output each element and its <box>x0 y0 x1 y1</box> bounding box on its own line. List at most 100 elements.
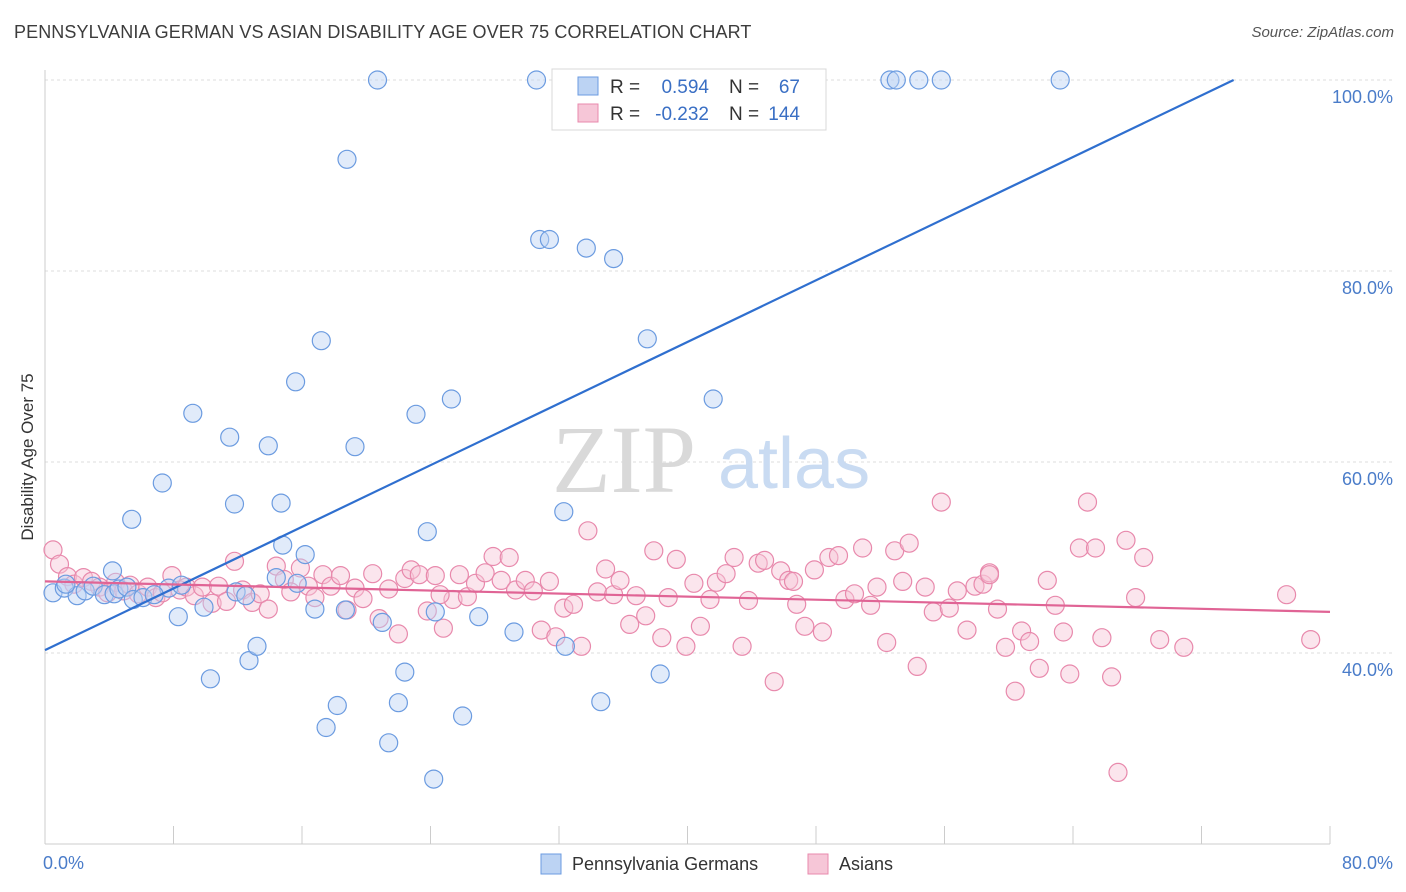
asians-point-54 <box>475 563 495 583</box>
pennsylvania-germans-point-38 <box>424 769 444 789</box>
asians-point-122 <box>1019 631 1040 652</box>
legend-n-value-1: 144 <box>768 104 800 125</box>
pennsylvania-germans-point-53 <box>406 404 426 424</box>
pennsylvania-germans-point-28 <box>555 636 576 656</box>
asians-point-65 <box>563 594 584 614</box>
pennsylvania-germans-point-39 <box>453 706 473 726</box>
asians-point-137 <box>1150 629 1170 650</box>
pennsylvania-germans-point-45 <box>224 494 245 514</box>
pennsylvania-germans-point-46 <box>258 436 278 456</box>
asians-point-56 <box>491 570 511 591</box>
pennsylvania-germans-point-67 <box>886 70 906 90</box>
asians-point-74 <box>636 606 656 626</box>
series-pennsylvania-germans-points <box>43 70 1070 789</box>
asians-point-114 <box>957 620 977 640</box>
bottom-legend-label-asians: Asians <box>839 854 893 874</box>
asians-point-131 <box>1092 628 1112 648</box>
asians-point-71 <box>610 570 630 591</box>
asians-point-115 <box>965 576 985 596</box>
y-tick-labels: 40.0% 60.0% 80.0% 100.0% <box>1332 87 1393 680</box>
asians-point-78 <box>666 549 686 570</box>
pennsylvania-germans-point-50 <box>286 372 306 392</box>
asians-point-94 <box>795 616 815 636</box>
pennsylvania-germans-point-58 <box>554 502 574 522</box>
pennsylvania-germans-point-70 <box>1050 70 1070 90</box>
asians-point-60 <box>523 581 543 601</box>
asians-point-0 <box>43 540 63 560</box>
asians-point-86 <box>732 636 752 656</box>
asians-point-64 <box>554 598 574 618</box>
legend-box: R = 0.594 N = 67 R = -0.232 N = 144 <box>551 68 827 131</box>
asians-point-107 <box>899 533 919 553</box>
pennsylvania-germans-point-47 <box>271 493 291 513</box>
asians-point-134 <box>1116 530 1136 550</box>
pennsylvania-germans-point-68 <box>931 70 951 90</box>
asians-point-100 <box>844 584 865 604</box>
asians-point-81 <box>690 616 711 636</box>
asians-point-101 <box>852 538 873 558</box>
asians-point-87 <box>738 590 759 611</box>
pennsylvania-germans-point-26 <box>469 607 489 627</box>
asians-point-47 <box>417 601 437 621</box>
pennsylvania-germans-point-7 <box>109 579 129 599</box>
pennsylvania-germans-point-41 <box>122 509 142 529</box>
asians-point-138 <box>1174 637 1194 657</box>
pennsylvania-germans-point-24 <box>372 612 392 633</box>
asians-point-116 <box>973 574 993 594</box>
pennsylvania-germans-point-62 <box>703 389 723 409</box>
asians-point-84 <box>716 564 736 584</box>
asians-point-57 <box>499 547 519 568</box>
asians-point-59 <box>515 570 535 591</box>
pennsylvania-germans-point-65 <box>526 70 547 90</box>
asians-point-48 <box>425 565 445 586</box>
asians-point-95 <box>804 560 825 580</box>
pennsylvania-germans-point-57 <box>539 229 560 250</box>
asians-point-104 <box>877 632 897 653</box>
pennsylvania-germans-point-34 <box>327 695 347 716</box>
legend-r-value-1: -0.232 <box>655 104 709 125</box>
asians-point-96 <box>812 622 833 642</box>
asians-point-129 <box>1077 492 1098 512</box>
asians-point-49 <box>433 618 453 638</box>
pennsylvania-germans-point-40 <box>591 692 611 712</box>
asians-point-141 <box>979 565 1000 585</box>
asians-point-76 <box>652 628 672 648</box>
asians-point-36 <box>330 565 351 586</box>
bottom-legend: Pennsylvania Germans Asians <box>540 853 893 875</box>
pennsylvania-germans-point-63 <box>337 149 357 169</box>
asians-point-142 <box>783 571 804 592</box>
asians-point-43 <box>388 624 408 644</box>
pennsylvania-germans-point-60 <box>603 249 624 269</box>
pennsylvania-germans-point-61 <box>637 329 657 349</box>
asians-point-19 <box>192 577 212 597</box>
x-tick-label-max: 80.0% <box>1342 853 1393 873</box>
pennsylvania-germans-point-49 <box>295 544 315 565</box>
source-label: Source: ZipAtlas.com <box>1251 24 1394 41</box>
asians-point-39 <box>353 588 373 609</box>
pennsylvania-germans-point-36 <box>388 693 408 713</box>
grid-lines <box>45 79 1392 654</box>
asians-point-111 <box>931 492 951 512</box>
pennsylvania-germans-point-54 <box>417 522 437 542</box>
asians-point-98 <box>828 545 849 566</box>
pennsylvania-germans-point-5 <box>94 585 115 605</box>
asians-point-106 <box>893 571 913 592</box>
asians-point-51 <box>449 565 469 585</box>
y-axis-title: Disability Age Over 75 <box>18 373 37 540</box>
asians-point-113 <box>947 581 967 601</box>
pennsylvania-germans-point-44 <box>220 427 240 447</box>
asians-point-124 <box>1037 570 1057 591</box>
pennsylvania-germans-trend-line <box>44 79 1235 652</box>
asians-point-102 <box>860 595 881 615</box>
legend-n-label-0: N = <box>729 77 759 98</box>
legend-r-value-0: 0.594 <box>661 77 709 98</box>
asians-point-12 <box>138 577 158 597</box>
asians-point-82 <box>700 589 720 610</box>
pennsylvania-germans-point-59 <box>576 238 596 258</box>
pennsylvania-germans-point-66 <box>880 70 900 90</box>
asians-point-127 <box>1060 664 1080 684</box>
pennsylvania-germans-point-56 <box>530 229 550 250</box>
pennsylvania-germans-point-16 <box>168 607 188 627</box>
asians-point-67 <box>578 521 598 541</box>
asians-point-55 <box>483 546 503 567</box>
